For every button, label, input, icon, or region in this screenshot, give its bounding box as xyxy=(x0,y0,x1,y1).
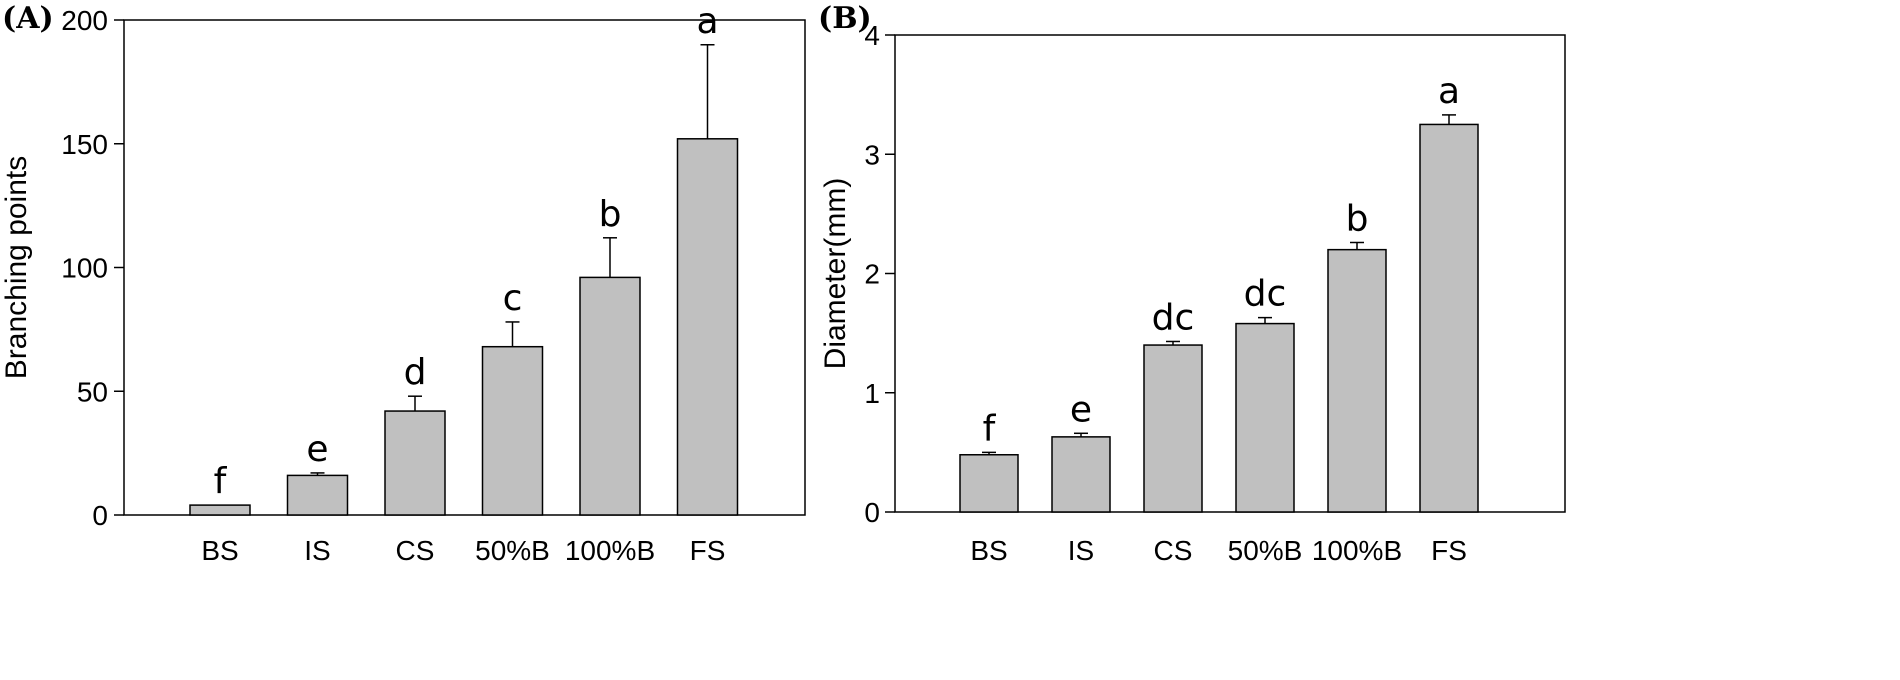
significance-letter: d xyxy=(404,352,427,393)
x-tick-label: 50%B xyxy=(1228,535,1303,566)
panel-label: (B) xyxy=(818,1,872,36)
x-tick-label: IS xyxy=(1068,535,1094,566)
x-tick-label: IS xyxy=(304,535,330,566)
bar xyxy=(384,410,446,516)
bar xyxy=(579,276,641,516)
x-tick-label: FS xyxy=(690,535,726,566)
significance-letter: e xyxy=(306,429,328,470)
bar xyxy=(1051,436,1111,513)
x-tick-label: 100%B xyxy=(565,535,655,566)
significance-letter: e xyxy=(1070,389,1092,430)
x-tick-label: CS xyxy=(396,535,435,566)
bar xyxy=(676,138,739,516)
y-tick-label: 1 xyxy=(864,378,880,409)
x-tick-label: BS xyxy=(970,535,1007,566)
significance-letter: dc xyxy=(1244,274,1287,315)
y-tick-label: 200 xyxy=(61,5,108,36)
bar xyxy=(1143,344,1203,513)
y-tick-label: 150 xyxy=(61,129,108,160)
x-tick-label: CS xyxy=(1154,535,1193,566)
bar xyxy=(481,345,544,516)
x-tick-label: 50%B xyxy=(475,535,550,566)
significance-letter: dc xyxy=(1152,297,1195,338)
y-tick-label: 0 xyxy=(92,500,108,531)
y-tick-label: 100 xyxy=(61,253,108,284)
bar xyxy=(1419,123,1479,513)
panel-label: (A) xyxy=(2,1,54,36)
significance-letter: f xyxy=(983,408,997,449)
y-tick-label: 4 xyxy=(864,20,880,51)
y-tick-label: 3 xyxy=(864,139,880,170)
x-tick-label: BS xyxy=(201,535,238,566)
significance-letter: c xyxy=(503,278,523,319)
significance-letter: b xyxy=(1346,198,1369,239)
bar xyxy=(189,504,251,516)
bar xyxy=(959,454,1019,513)
bar xyxy=(1235,322,1295,513)
significance-letter: b xyxy=(599,194,622,235)
y-axis-title: Branching points xyxy=(0,156,33,379)
y-tick-label: 0 xyxy=(864,497,880,528)
chart-panel-a: (A) 0 50 100 150 200 Branching points f BS e IS d CS… xyxy=(0,1,806,566)
x-tick-label: 100%B xyxy=(1312,535,1402,566)
y-tick-label: 50 xyxy=(77,376,108,407)
bar xyxy=(1327,248,1387,513)
significance-letter: f xyxy=(214,461,228,502)
x-tick-label: FS xyxy=(1431,535,1467,566)
bar xyxy=(286,474,349,516)
y-tick-label: 2 xyxy=(864,259,880,290)
significance-letter: a xyxy=(1438,71,1460,112)
chart-panel-b: (B) 0 1 2 3 4 Diameter(mm) f BS e IS dc CS dc 50%B b 100… xyxy=(818,1,1566,566)
significance-letter: a xyxy=(696,1,718,42)
y-axis-title: Diameter(mm) xyxy=(819,178,852,370)
